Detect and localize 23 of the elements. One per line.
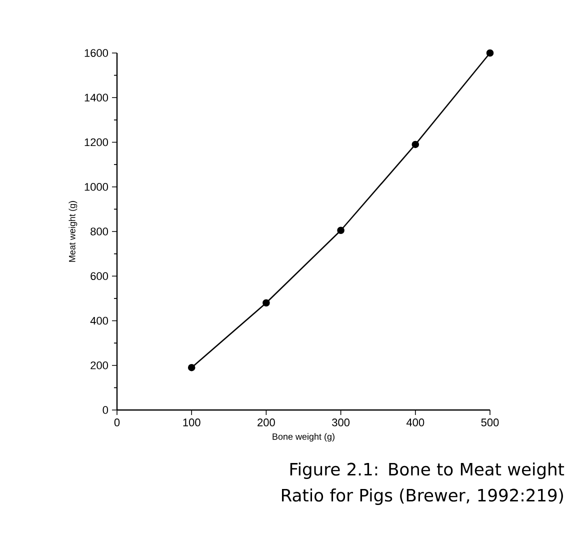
y-tick-label: 200 (90, 361, 108, 370)
point (412, 140, 420, 148)
point (337, 226, 344, 234)
y-tick-label: 600 (90, 272, 108, 280)
x-tick-label: 400 (406, 418, 424, 426)
x-tick-label: 200 (258, 418, 275, 426)
y-tick-label: 0 (102, 406, 108, 414)
x-tick-label: 100 (183, 418, 200, 426)
y-tick-label: 800 (90, 228, 108, 236)
y-tick-label: 1400 (84, 94, 108, 102)
point (486, 49, 494, 57)
x-tick-label: 500 (481, 418, 499, 426)
point (188, 364, 196, 372)
y-tick-label: 400 (90, 316, 108, 325)
caption: Figure 2.1: Bone to Meat weight Ratio for Pigs (Brewer, 1992:219) (282, 462, 564, 505)
x-tick-label: 300 (332, 418, 350, 426)
x-tick-label: 0 (114, 418, 120, 426)
y-tick-label: 1000 (84, 182, 108, 191)
y-axis-title: Meat weight (g) (68, 201, 78, 262)
y-tick-label: 1600 (84, 49, 108, 57)
x-axis-title: Bone weight (g) (272, 433, 334, 442)
point (262, 299, 270, 307)
y-tick-label: 1200 (84, 138, 108, 146)
